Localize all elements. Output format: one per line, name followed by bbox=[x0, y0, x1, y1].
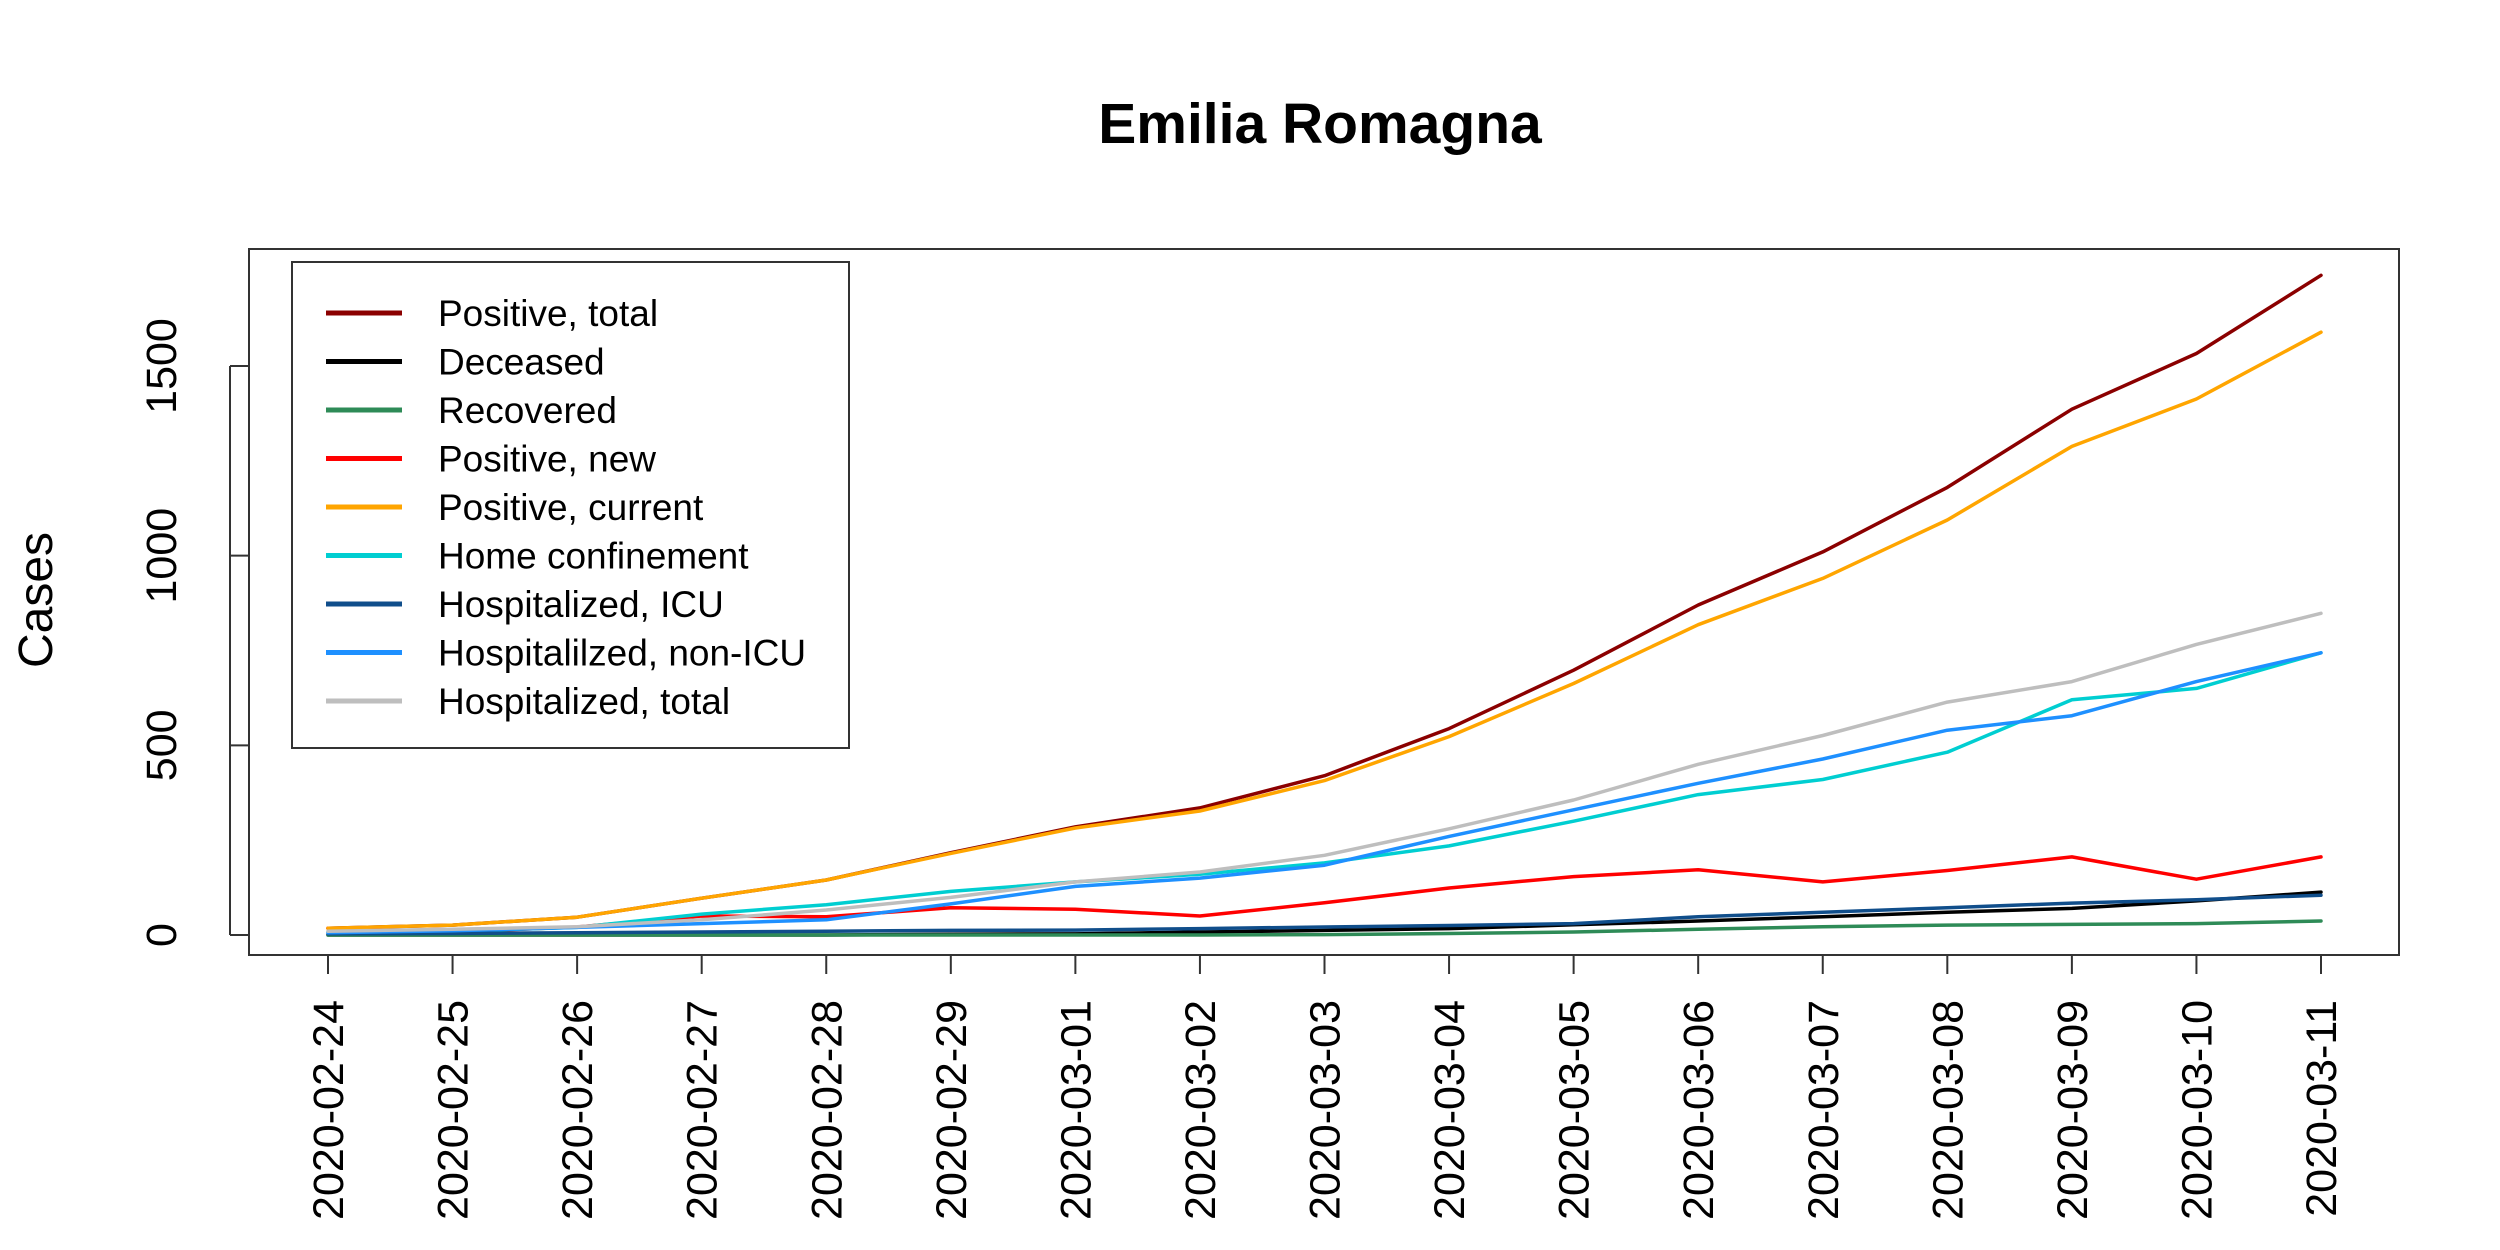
y-tick-label: 500 bbox=[138, 709, 186, 781]
series-line-4 bbox=[326, 330, 2323, 930]
x-tick-label: 2020-03-06 bbox=[1675, 1000, 1723, 1220]
series-line-6 bbox=[326, 893, 2323, 936]
x-tick-label: 2020-03-09 bbox=[2049, 1000, 2097, 1220]
legend-label: Positive, current bbox=[438, 487, 704, 528]
legend-label: Positive, total bbox=[438, 293, 658, 334]
x-tick-label: 2020-03-01 bbox=[1052, 1000, 1100, 1220]
x-tick-label: 2020-02-26 bbox=[554, 1000, 602, 1220]
y-axis: 0 500 1000 1500 bbox=[138, 318, 249, 947]
x-tick-label: 2020-03-05 bbox=[1551, 1000, 1599, 1220]
x-tick-label: 2020-03-03 bbox=[1302, 1000, 1350, 1220]
legend-label: Positive, new bbox=[438, 439, 656, 480]
x-tick-label: 2020-03-07 bbox=[1800, 1000, 1848, 1220]
legend-label: Home confinement bbox=[438, 536, 749, 577]
y-axis-label: Cases bbox=[10, 532, 63, 668]
chart-title: Emilia Romagna bbox=[1098, 92, 1543, 156]
series-lines bbox=[326, 273, 2323, 937]
x-tick-label: 2020-02-24 bbox=[305, 1000, 353, 1220]
y-tick-label: 1000 bbox=[138, 508, 186, 604]
y-tick-label: 1500 bbox=[138, 318, 186, 414]
x-tick-label: 2020-03-11 bbox=[2298, 1000, 2346, 1217]
x-tick-label: 2020-03-10 bbox=[2173, 1000, 2221, 1220]
series-line-8 bbox=[326, 611, 2323, 933]
series-line-5 bbox=[326, 651, 2323, 934]
y-tick-label: 0 bbox=[138, 923, 186, 947]
x-axis: 2020-02-24 2020-02-25 2020-02-26 2020-02-27… bbox=[305, 954, 2346, 1220]
x-tick-label: 2020-03-02 bbox=[1177, 1000, 1225, 1220]
x-tick-label: 2020-03-08 bbox=[1924, 1000, 1972, 1220]
legend-label: Hospitalized, total bbox=[438, 681, 730, 722]
legend: Positive, total Deceased Recovered Positive… bbox=[291, 261, 850, 749]
legend-label: Hospitalilzed, non-ICU bbox=[438, 633, 806, 674]
series-line-2 bbox=[326, 919, 2323, 937]
x-tick-label: 2020-02-25 bbox=[430, 1000, 478, 1220]
x-tick-label: 2020-03-04 bbox=[1426, 1000, 1474, 1220]
legend-label: Deceased bbox=[438, 342, 605, 383]
x-tick-label: 2020-02-27 bbox=[679, 1000, 727, 1220]
x-tick-label: 2020-02-28 bbox=[803, 1000, 851, 1220]
x-tick-label: 2020-02-29 bbox=[928, 1000, 976, 1220]
series-line-7 bbox=[326, 651, 2323, 935]
legend-label: Recovered bbox=[438, 390, 617, 431]
legend-label: Hospitalized, ICU bbox=[438, 584, 724, 625]
